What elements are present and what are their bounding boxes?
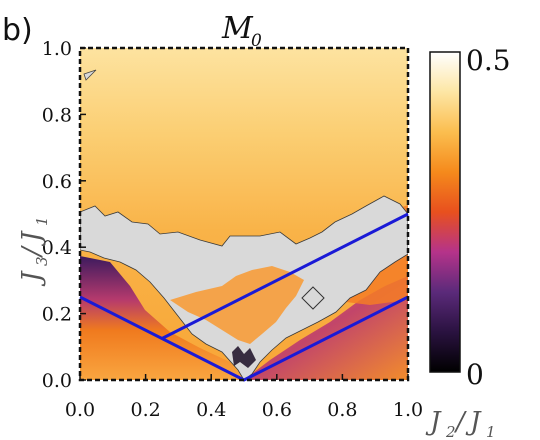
x-axis-title-main: J — [425, 407, 442, 437]
title-sub: 0 — [251, 31, 262, 51]
x-tick-label: 0.6 — [262, 399, 292, 421]
x-tick-label: 1.0 — [393, 399, 423, 421]
heatmap-inner-orange — [170, 266, 304, 344]
y-axis-title-main2: J — [17, 230, 47, 247]
x-axis-title-sub2: 1 — [486, 423, 496, 440]
heatmap — [80, 48, 408, 380]
heatmap-low-region-left — [80, 256, 244, 380]
heatmap-corner-notch — [83, 69, 97, 81]
y-axis-title: J 3 / J 1 — [17, 216, 51, 287]
heatmap-dark-speckle — [232, 346, 256, 368]
y-tick-label: 0.0 — [42, 370, 72, 392]
x-axis-title-sub1: 2 — [445, 423, 456, 440]
x-axis-ticks: 0.0 0.2 0.4 0.6 0.8 1.0 — [65, 374, 423, 421]
y-axis-ticks: 0.0 0.2 0.4 0.6 0.8 1.0 — [42, 38, 86, 392]
panel-label: b) — [2, 13, 33, 48]
colorbar-max-label: 0.5 — [466, 44, 511, 77]
y-tick-label: 0.6 — [42, 171, 72, 193]
y-tick-label: 0.8 — [42, 104, 72, 126]
x-axis-title-sep: / — [453, 407, 467, 437]
boundary-line-2 — [161, 212, 409, 340]
y-axis-title-sub1: 3 — [33, 256, 51, 266]
x-axis-title-main2: J — [465, 407, 482, 437]
x-tick-label: 0.8 — [327, 399, 357, 421]
heatmap-diamond — [301, 286, 325, 310]
y-tick-label: 1.0 — [42, 38, 72, 60]
colorbar-min-label: 0 — [466, 358, 484, 391]
x-tick-label: 0.0 — [65, 399, 95, 421]
y-tick-label: 0.2 — [42, 304, 72, 326]
plot-frame — [78, 46, 410, 382]
y-axis-title-sub2: 1 — [33, 216, 51, 226]
y-tick-label: 0.4 — [42, 237, 72, 259]
x-tick-label: 0.2 — [130, 399, 160, 421]
x-tick-label: 0.4 — [196, 399, 226, 421]
colorbar — [429, 51, 461, 373]
y-axis-title-sep: / — [17, 245, 47, 259]
x-axis-title: J 2 / J 1 — [425, 407, 496, 440]
y-axis-title-main: J — [17, 270, 47, 287]
chart-title: M 0 — [221, 11, 262, 51]
title-main: M — [221, 11, 254, 46]
